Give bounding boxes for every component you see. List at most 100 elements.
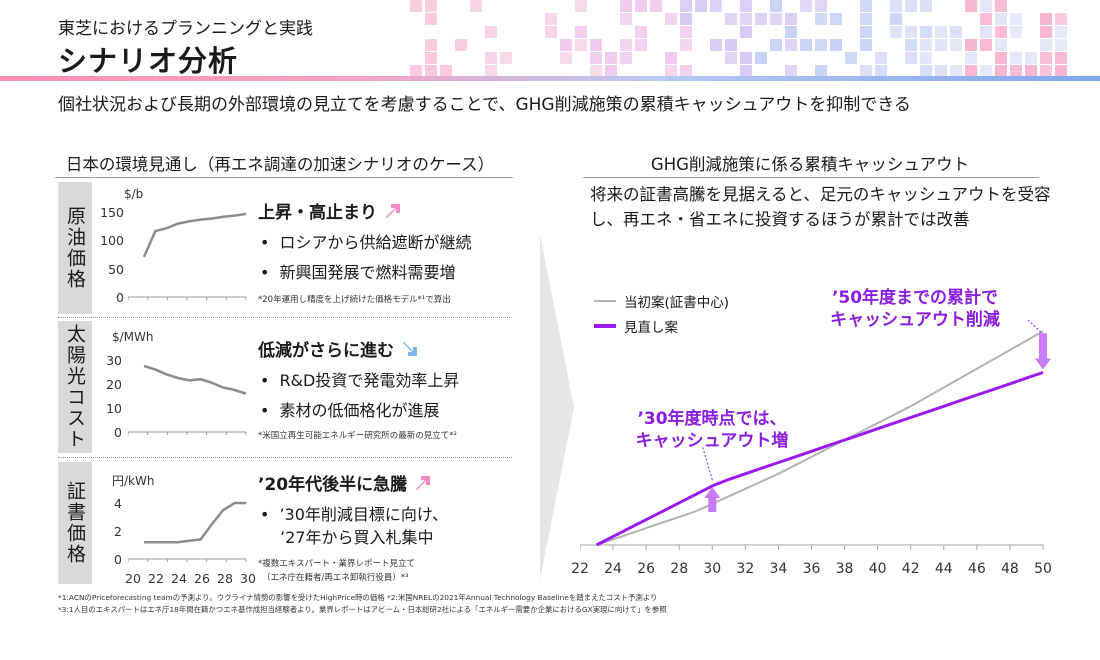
mosaic-tile bbox=[995, 13, 1007, 25]
x-tick-label: 22 bbox=[571, 561, 589, 577]
arrow-down-icon bbox=[1035, 333, 1051, 370]
mosaic-tile bbox=[965, 0, 977, 12]
mosaic-tile bbox=[425, 39, 437, 51]
x-tick-label: 38 bbox=[835, 561, 854, 577]
right-section-heading: GHG削減施策に係る累積キャッシュアウト bbox=[650, 155, 970, 174]
mosaic-tile bbox=[1010, 13, 1022, 25]
mosaic-tile bbox=[545, 26, 557, 38]
panel-headline: ’20年代後半に急騰 bbox=[258, 470, 433, 495]
mosaic-tile bbox=[770, 13, 782, 25]
mini-series-line bbox=[143, 364, 247, 395]
panel-bullet: R&D投資で発電効率上昇 bbox=[260, 367, 459, 391]
mosaic-tile bbox=[1055, 13, 1067, 25]
mosaic-tile bbox=[905, 26, 917, 38]
mosaic-tile bbox=[455, 39, 467, 51]
y-tick-label: 100 bbox=[100, 233, 124, 248]
mosaic-tile bbox=[860, 65, 872, 77]
x-tick-label: 34 bbox=[769, 561, 788, 577]
mosaic-tile bbox=[995, 26, 1007, 38]
mosaic-tile bbox=[665, 65, 677, 77]
mosaic-tile bbox=[620, 39, 632, 51]
panel-divider bbox=[58, 317, 512, 318]
mosaic-tile bbox=[935, 39, 947, 51]
mosaic-tile bbox=[710, 39, 722, 51]
y-tick-label: 10 bbox=[106, 401, 122, 416]
mosaic-tile bbox=[845, 52, 857, 64]
mosaic-tile bbox=[425, 65, 437, 77]
unit-label: $/b bbox=[124, 187, 144, 201]
mosaic-tile bbox=[860, 0, 872, 12]
x-tick-label: 30 bbox=[703, 561, 722, 577]
legend-item-baseline: 当初案(証書中心) bbox=[594, 291, 729, 311]
mosaic-tile bbox=[590, 52, 602, 64]
mosaic-tile bbox=[800, 0, 812, 12]
header-mosaic-decoration bbox=[410, 0, 1067, 77]
mosaic-tile bbox=[950, 65, 962, 77]
mosaic-tile bbox=[905, 39, 917, 51]
mosaic-tile bbox=[410, 65, 422, 77]
y-tick-label: 0 bbox=[116, 290, 124, 305]
mosaic-tile bbox=[920, 65, 932, 77]
panel-bullet: 新興国発展で燃料需要増 bbox=[260, 259, 455, 283]
y-tick-label: 150 bbox=[100, 205, 124, 220]
callout-2050: ’50年度までの累計で キャッシュアウト削減 bbox=[830, 288, 1000, 330]
mosaic-tile bbox=[830, 13, 842, 25]
x-tick-label: 40 bbox=[868, 561, 887, 577]
panel-note: （エネ庁在籍者/再エネ卸執行役員）*³ bbox=[262, 573, 409, 583]
mosaic-tile bbox=[665, 52, 677, 64]
mosaic-tile bbox=[755, 13, 767, 25]
x-tick-label: 26 bbox=[637, 561, 656, 577]
mosaic-tile bbox=[785, 39, 797, 51]
mosaic-tile bbox=[665, 13, 677, 25]
mosaic-tile bbox=[890, 0, 902, 12]
mosaic-tile bbox=[770, 39, 782, 51]
mini-series-line bbox=[142, 212, 247, 258]
panel-note: *20年運用し精度を上げ続けた価格モデル*¹で算出 bbox=[258, 295, 451, 305]
mosaic-tile bbox=[740, 52, 752, 64]
mosaic-tile bbox=[1055, 26, 1067, 38]
mosaic-tile bbox=[740, 26, 752, 38]
mosaic-tile bbox=[560, 39, 572, 51]
mosaic-tile bbox=[740, 65, 752, 77]
x-tick-label: 26 bbox=[194, 571, 210, 586]
page-supertitle: 東芝におけるプランニングと実践 bbox=[58, 19, 313, 39]
solar-cost-mini-chart bbox=[128, 364, 247, 435]
mosaic-tile bbox=[980, 13, 992, 25]
panel-headline: 低減がさらに進む bbox=[258, 336, 420, 361]
mosaic-tile bbox=[1055, 52, 1067, 64]
mosaic-tile bbox=[800, 39, 812, 51]
mosaic-tile bbox=[905, 0, 917, 12]
mosaic-tile bbox=[995, 39, 1007, 51]
mosaic-tile bbox=[920, 52, 932, 64]
legend-item-revised: 見直し案 bbox=[594, 316, 678, 336]
mosaic-tile bbox=[905, 52, 917, 64]
panel-label-certificate-price: 証書価格 bbox=[58, 462, 92, 584]
cumulative-cashout-chart bbox=[580, 320, 1051, 550]
mosaic-tile bbox=[1040, 65, 1052, 77]
mosaic-tile bbox=[605, 65, 617, 77]
mosaic-tile bbox=[815, 13, 827, 25]
mosaic-tile bbox=[860, 39, 872, 51]
left-section-heading: 日本の環境見通し（再エネ調達の加速シナリオのケース） bbox=[65, 155, 495, 174]
mosaic-tile bbox=[680, 13, 692, 25]
page-title: シナリオ分析 bbox=[58, 44, 239, 78]
mosaic-tile bbox=[485, 26, 497, 38]
mosaic-tile bbox=[815, 0, 827, 12]
mosaic-tile bbox=[425, 52, 437, 64]
mosaic-tile bbox=[815, 39, 827, 51]
mosaic-tile bbox=[695, 0, 707, 12]
unit-label: 円/kWh bbox=[112, 474, 155, 488]
mosaic-tile bbox=[620, 52, 632, 64]
mosaic-tile bbox=[950, 39, 962, 51]
footnote: *3:1人目のエキスパートはエネ庁18年間在籍かつエネ基作成担当経験者より。業界… bbox=[58, 605, 667, 614]
y-tick-label: 30 bbox=[106, 353, 122, 368]
unit-label: $/MWh bbox=[112, 330, 154, 344]
callout-2030: ’30年度時点では、 キャッシュアウト増 bbox=[635, 409, 789, 451]
x-tick-label: 32 bbox=[736, 561, 755, 577]
mosaic-tile bbox=[725, 39, 737, 51]
x-tick-label: 44 bbox=[934, 561, 953, 577]
mosaic-tile bbox=[560, 52, 572, 64]
mosaic-tile bbox=[485, 65, 497, 77]
mosaic-tile bbox=[410, 0, 422, 12]
chevron-arrow-divider bbox=[540, 234, 574, 580]
